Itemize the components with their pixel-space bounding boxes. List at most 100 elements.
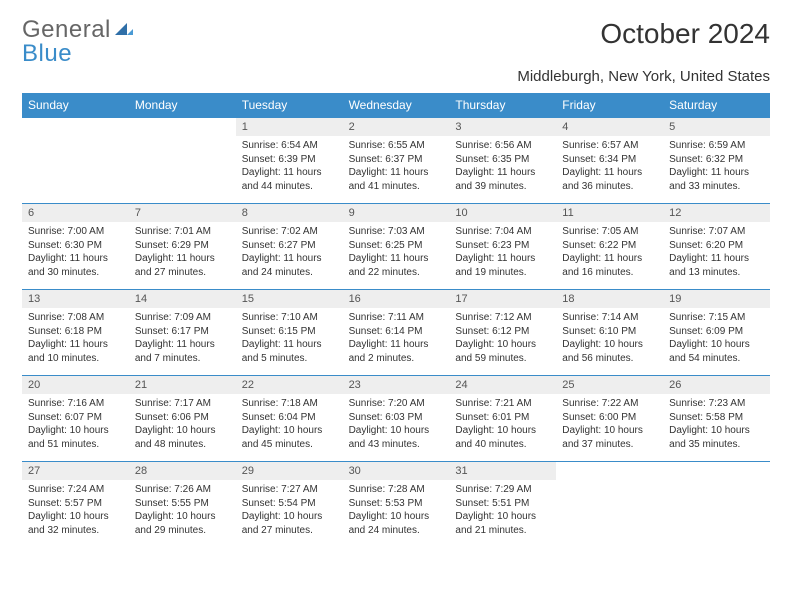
day-info: Sunrise: 7:16 AMSunset: 6:07 PMDaylight:… xyxy=(22,394,129,451)
sunrise-text: Sunrise: 7:27 AM xyxy=(242,483,337,497)
day-info: Sunrise: 7:23 AMSunset: 5:58 PMDaylight:… xyxy=(663,394,770,451)
daylight-text: Daylight: 11 hours and 16 minutes. xyxy=(562,252,657,279)
sunrise-text: Sunrise: 7:04 AM xyxy=(455,225,550,239)
daylight-text: Daylight: 11 hours and 5 minutes. xyxy=(242,338,337,365)
empty-cell xyxy=(22,117,129,203)
day-info: Sunrise: 7:20 AMSunset: 6:03 PMDaylight:… xyxy=(343,394,450,451)
day-info: Sunrise: 7:04 AMSunset: 6:23 PMDaylight:… xyxy=(449,222,556,279)
day-number: 26 xyxy=(663,376,770,394)
day-cell: 14Sunrise: 7:09 AMSunset: 6:17 PMDayligh… xyxy=(129,289,236,375)
empty-cell xyxy=(129,117,236,203)
daylight-text: Daylight: 10 hours and 21 minutes. xyxy=(455,510,550,537)
day-number: 14 xyxy=(129,290,236,308)
daylight-text: Daylight: 10 hours and 54 minutes. xyxy=(669,338,764,365)
daylight-text: Daylight: 11 hours and 19 minutes. xyxy=(455,252,550,279)
sunset-text: Sunset: 6:34 PM xyxy=(562,153,657,167)
daylight-text: Daylight: 11 hours and 27 minutes. xyxy=(135,252,230,279)
sunrise-text: Sunrise: 6:55 AM xyxy=(349,139,444,153)
sunset-text: Sunset: 5:55 PM xyxy=(135,497,230,511)
day-info: Sunrise: 7:01 AMSunset: 6:29 PMDaylight:… xyxy=(129,222,236,279)
day-info: Sunrise: 7:11 AMSunset: 6:14 PMDaylight:… xyxy=(343,308,450,365)
day-number: 16 xyxy=(343,290,450,308)
day-info: Sunrise: 7:07 AMSunset: 6:20 PMDaylight:… xyxy=(663,222,770,279)
day-info: Sunrise: 7:08 AMSunset: 6:18 PMDaylight:… xyxy=(22,308,129,365)
sunset-text: Sunset: 6:07 PM xyxy=(28,411,123,425)
day-info: Sunrise: 7:12 AMSunset: 6:12 PMDaylight:… xyxy=(449,308,556,365)
brand-logo: General Blue xyxy=(22,18,133,66)
sunset-text: Sunset: 6:17 PM xyxy=(135,325,230,339)
sunset-text: Sunset: 6:32 PM xyxy=(669,153,764,167)
day-header: Saturday xyxy=(663,93,770,117)
day-number: 11 xyxy=(556,204,663,222)
day-cell: 25Sunrise: 7:22 AMSunset: 6:00 PMDayligh… xyxy=(556,375,663,461)
sunrise-text: Sunrise: 6:59 AM xyxy=(669,139,764,153)
sunset-text: Sunset: 5:54 PM xyxy=(242,497,337,511)
daylight-text: Daylight: 11 hours and 44 minutes. xyxy=(242,166,337,193)
day-info: Sunrise: 7:21 AMSunset: 6:01 PMDaylight:… xyxy=(449,394,556,451)
day-number: 1 xyxy=(236,118,343,136)
day-info: Sunrise: 6:56 AMSunset: 6:35 PMDaylight:… xyxy=(449,136,556,193)
day-cell: 7Sunrise: 7:01 AMSunset: 6:29 PMDaylight… xyxy=(129,203,236,289)
day-number: 6 xyxy=(22,204,129,222)
day-cell: 23Sunrise: 7:20 AMSunset: 6:03 PMDayligh… xyxy=(343,375,450,461)
day-cell: 21Sunrise: 7:17 AMSunset: 6:06 PMDayligh… xyxy=(129,375,236,461)
sunset-text: Sunset: 6:03 PM xyxy=(349,411,444,425)
day-info: Sunrise: 7:14 AMSunset: 6:10 PMDaylight:… xyxy=(556,308,663,365)
sunset-text: Sunset: 6:14 PM xyxy=(349,325,444,339)
day-number: 25 xyxy=(556,376,663,394)
day-number: 19 xyxy=(663,290,770,308)
day-header: Thursday xyxy=(449,93,556,117)
daylight-text: Daylight: 10 hours and 56 minutes. xyxy=(562,338,657,365)
sunset-text: Sunset: 6:18 PM xyxy=(28,325,123,339)
sunrise-text: Sunrise: 7:05 AM xyxy=(562,225,657,239)
daylight-text: Daylight: 10 hours and 32 minutes. xyxy=(28,510,123,537)
day-number: 12 xyxy=(663,204,770,222)
day-cell: 26Sunrise: 7:23 AMSunset: 5:58 PMDayligh… xyxy=(663,375,770,461)
daylight-text: Daylight: 11 hours and 36 minutes. xyxy=(562,166,657,193)
day-cell: 11 Sunrise: 7:05 AMSunset: 6:22 PMDayligh… xyxy=(556,203,663,289)
day-info: Sunrise: 6:57 AMSunset: 6:34 PMDaylight:… xyxy=(556,136,663,193)
daylight-text: Daylight: 11 hours and 2 minutes. xyxy=(349,338,444,365)
sunrise-text: Sunrise: 7:12 AM xyxy=(455,311,550,325)
sunset-text: Sunset: 6:10 PM xyxy=(562,325,657,339)
location-text: Middleburgh, New York, United States xyxy=(22,68,770,85)
day-cell: 27Sunrise: 7:24 AMSunset: 5:57 PMDayligh… xyxy=(22,461,129,547)
daylight-text: Daylight: 10 hours and 37 minutes. xyxy=(562,424,657,451)
daylight-text: Daylight: 11 hours and 24 minutes. xyxy=(242,252,337,279)
day-number: 13 xyxy=(22,290,129,308)
day-cell: 29Sunrise: 7:27 AMSunset: 5:54 PMDayligh… xyxy=(236,461,343,547)
sunrise-text: Sunrise: 7:03 AM xyxy=(349,225,444,239)
daylight-text: Daylight: 11 hours and 10 minutes. xyxy=(28,338,123,365)
sunset-text: Sunset: 6:00 PM xyxy=(562,411,657,425)
sunset-text: Sunset: 6:27 PM xyxy=(242,239,337,253)
day-number: 4 xyxy=(556,118,663,136)
sunset-text: Sunset: 6:35 PM xyxy=(455,153,550,167)
daylight-text: Daylight: 11 hours and 22 minutes. xyxy=(349,252,444,279)
day-header: Friday xyxy=(556,93,663,117)
day-cell: 9Sunrise: 7:03 AMSunset: 6:25 PMDaylight… xyxy=(343,203,450,289)
day-number: 10 xyxy=(449,204,556,222)
sunrise-text: Sunrise: 7:28 AM xyxy=(349,483,444,497)
daylight-text: Daylight: 10 hours and 27 minutes. xyxy=(242,510,337,537)
daylight-text: Daylight: 10 hours and 35 minutes. xyxy=(669,424,764,451)
day-number: 7 xyxy=(129,204,236,222)
day-info: Sunrise: 6:54 AMSunset: 6:39 PMDaylight:… xyxy=(236,136,343,193)
day-cell: 30Sunrise: 7:28 AMSunset: 5:53 PMDayligh… xyxy=(343,461,450,547)
sunrise-text: Sunrise: 7:11 AM xyxy=(349,311,444,325)
day-info: Sunrise: 7:03 AMSunset: 6:25 PMDaylight:… xyxy=(343,222,450,279)
sunset-text: Sunset: 6:01 PM xyxy=(455,411,550,425)
day-number: 24 xyxy=(449,376,556,394)
sunset-text: Sunset: 6:29 PM xyxy=(135,239,230,253)
sunrise-text: Sunrise: 7:24 AM xyxy=(28,483,123,497)
sunset-text: Sunset: 6:22 PM xyxy=(562,239,657,253)
day-info: Sunrise: 7:24 AMSunset: 5:57 PMDaylight:… xyxy=(22,480,129,537)
day-header: Wednesday xyxy=(343,93,450,117)
daylight-text: Daylight: 10 hours and 43 minutes. xyxy=(349,424,444,451)
sunset-text: Sunset: 6:04 PM xyxy=(242,411,337,425)
day-number: 3 xyxy=(449,118,556,136)
day-number: 21 xyxy=(129,376,236,394)
day-number: 31 xyxy=(449,462,556,480)
daylight-text: Daylight: 10 hours and 51 minutes. xyxy=(28,424,123,451)
day-info: Sunrise: 7:15 AMSunset: 6:09 PMDaylight:… xyxy=(663,308,770,365)
day-info: Sunrise: 7:00 AMSunset: 6:30 PMDaylight:… xyxy=(22,222,129,279)
